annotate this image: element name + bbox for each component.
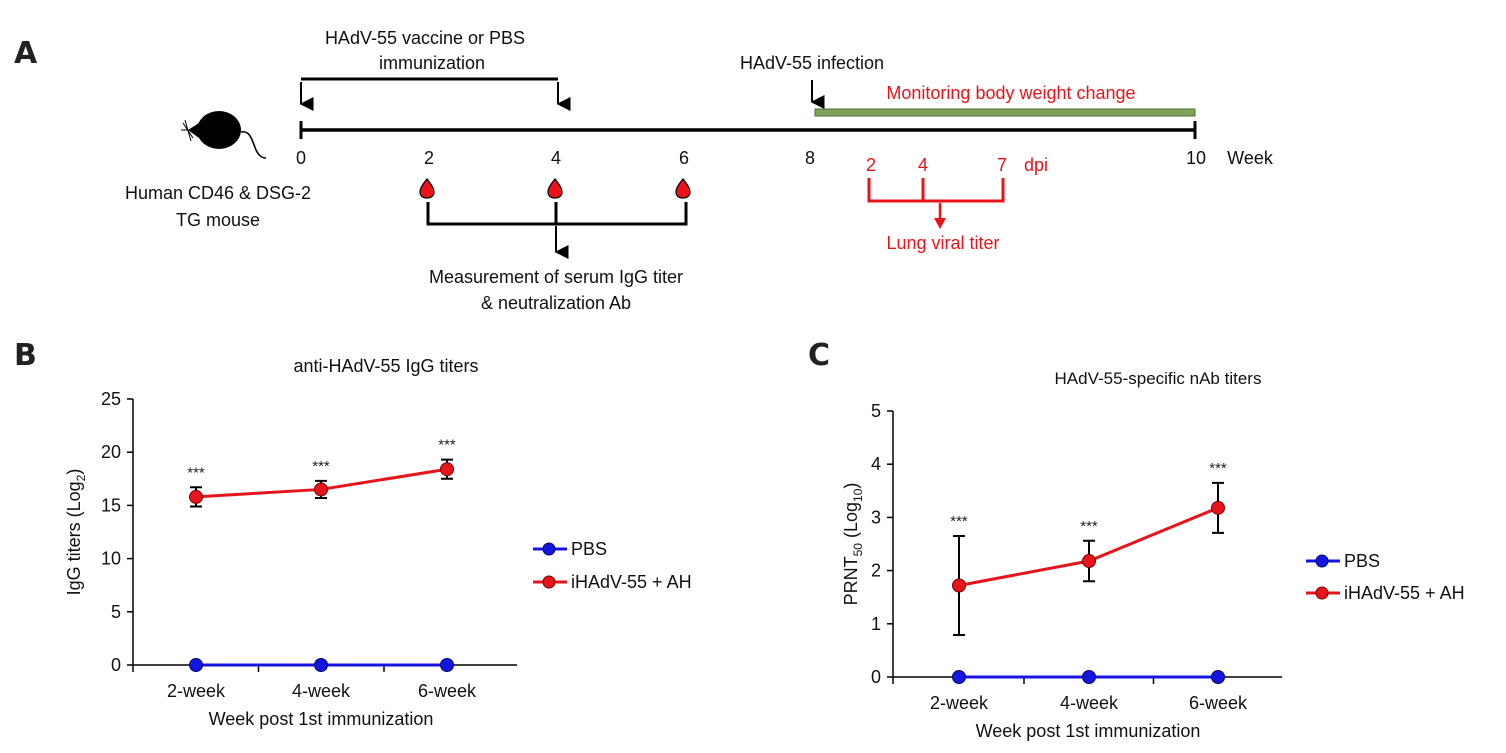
chart-c-point-pbs	[1082, 670, 1096, 684]
chart-b-point-pbs	[314, 658, 328, 672]
panel-a: A Human CD46 & DSG-2 TG mouse HAdV-55 va…	[14, 28, 1274, 313]
panel-a-label: A	[14, 36, 38, 71]
dpi-bracket	[867, 178, 1005, 203]
chart-b-y-tick-label: 25	[101, 389, 121, 409]
lung-arrow-head	[934, 218, 946, 229]
chart-b-x-tick-label: 6-week	[418, 681, 477, 701]
immunization-label-line1: HAdV-55 vaccine or PBS	[325, 28, 525, 48]
legend-label-pbs: PBS	[1344, 551, 1380, 571]
chart-c-x-label: Week post 1st immunization	[976, 721, 1201, 741]
dpi-tick-2: 2	[866, 155, 876, 175]
blood-drop-icon	[419, 178, 435, 199]
chart-c-significance-label: ***	[1209, 460, 1227, 477]
week-tick-6: 6	[679, 148, 689, 168]
week-tick-10: 10	[1186, 148, 1206, 168]
panel-c: C HAdV-55-specific nAb titers 0 1 2 3 4 5 2-w…	[808, 338, 1465, 741]
chart-b-y-tick-label: 15	[101, 495, 121, 515]
chart-b-x-tick-label: 4-week	[292, 681, 351, 701]
chart-c-y-tick-label: 1	[871, 614, 881, 634]
week-unit-label: Week	[1227, 148, 1274, 168]
chart-b-legend: PBS iHAdV-55 + AH	[533, 539, 692, 592]
week-tick-2: 2	[424, 148, 434, 168]
panel-b: B anti-HAdV-55 IgG titers 0 5 10 15 20 25 2-w…	[14, 338, 692, 729]
chart-c-y-tick-label: 0	[871, 667, 881, 687]
measurement-label-line1: Measurement of serum IgG titer	[429, 267, 683, 287]
chart-c-y-tick-label: 3	[871, 507, 881, 527]
legend-marker-pbs	[542, 542, 556, 556]
week-tick-0: 0	[296, 148, 306, 168]
chart-b-x-label: Week post 1st immunization	[209, 709, 434, 729]
chart-c-x-tick-label: 4-week	[1060, 693, 1119, 713]
chart-b-significance-label: ***	[438, 437, 456, 454]
panel-c-label: C	[808, 338, 830, 373]
immunization-label-line2: immunization	[379, 53, 485, 73]
chart-c-y-ticks: 0 1 2 3 4 5	[871, 401, 893, 687]
chart-c-title: HAdV-55-specific nAb titers	[1055, 369, 1262, 388]
chart-b-y-label: IgG titers (Log2)	[64, 469, 88, 596]
chart-c-point-ihadv	[1082, 554, 1096, 569]
chart-c-y-tick-label: 2	[871, 561, 881, 581]
mouse-label-line1: Human CD46 & DSG-2	[125, 183, 311, 203]
mouse-label-line2: TG mouse	[176, 210, 260, 230]
infection-label: HAdV-55 infection	[740, 53, 884, 73]
panel-b-label: B	[14, 338, 37, 373]
blood-drop-icon	[675, 178, 691, 199]
blood-drop-icon	[547, 178, 563, 199]
chart-b-point-ihadv	[314, 482, 328, 497]
chart-b-significance-label: ***	[312, 458, 330, 475]
dpi-unit-label: dpi	[1024, 155, 1048, 175]
chart-b-point-ihadv	[189, 489, 203, 504]
chart-c-x-tick-label: 6-week	[1189, 693, 1248, 713]
week-tick-8: 8	[805, 148, 815, 168]
chart-b-point-pbs	[189, 658, 203, 672]
chart-c-series: *** *** ***	[950, 460, 1227, 684]
chart-c-x-tick-label: 2-week	[930, 693, 989, 713]
week-tick-4: 4	[551, 148, 561, 168]
chart-b-x-ticks: 2-week 4-week 6-week	[132, 665, 477, 701]
lung-titer-label: Lung viral titer	[886, 233, 999, 253]
chart-c-point-ihadv	[952, 578, 966, 593]
chart-b-point-pbs	[440, 658, 454, 672]
legend-marker-pbs	[1315, 554, 1329, 568]
chart-c-legend: PBS iHAdV-55 + AH	[1306, 551, 1465, 603]
chart-c-y-tick-label: 5	[871, 401, 881, 421]
legend-label-ihadv: iHAdV-55 + AH	[571, 572, 692, 592]
chart-c-point-pbs	[1211, 670, 1225, 684]
measurement-bracket	[426, 202, 688, 226]
chart-c-x-ticks: 2-week 4-week 6-week	[892, 677, 1248, 713]
chart-b-y-ticks: 0 5 10 15 20 25	[101, 389, 133, 675]
chart-c-y-label: PRNT50 (Log10)	[841, 483, 865, 606]
dpi-tick-4: 4	[918, 155, 928, 175]
monitoring-bar	[814, 108, 1196, 117]
chart-b-x-tick-label: 2-week	[167, 681, 226, 701]
monitoring-label: Monitoring body weight change	[886, 83, 1135, 103]
chart-b-y-tick-label: 10	[101, 549, 121, 569]
chart-c-y-tick-label: 4	[871, 454, 881, 474]
chart-b-series: *** *** ***	[187, 437, 456, 672]
chart-b-title: anti-HAdV-55 IgG titers	[293, 356, 478, 376]
legend-label-pbs: PBS	[571, 539, 607, 559]
chart-c-point-pbs	[952, 670, 966, 684]
chart-b-point-ihadv	[440, 462, 454, 477]
chart-b-y-tick-label: 0	[111, 655, 121, 675]
legend-label-ihadv: iHAdV-55 + AH	[1344, 583, 1465, 603]
chart-c-significance-label: ***	[1080, 518, 1098, 535]
chart-c-significance-label: ***	[950, 513, 968, 530]
chart-b-y-tick-label: 20	[101, 442, 121, 462]
chart-b-significance-label: ***	[187, 464, 205, 481]
dpi-tick-7: 7	[997, 155, 1007, 175]
chart-c-point-ihadv	[1211, 500, 1225, 515]
chart-b-y-tick-label: 5	[111, 602, 121, 622]
mouse-icon	[181, 111, 267, 159]
measurement-label-line2: & neutralization Ab	[481, 293, 631, 313]
legend-marker-ihadv	[1315, 586, 1329, 600]
legend-marker-ihadv	[542, 575, 556, 589]
